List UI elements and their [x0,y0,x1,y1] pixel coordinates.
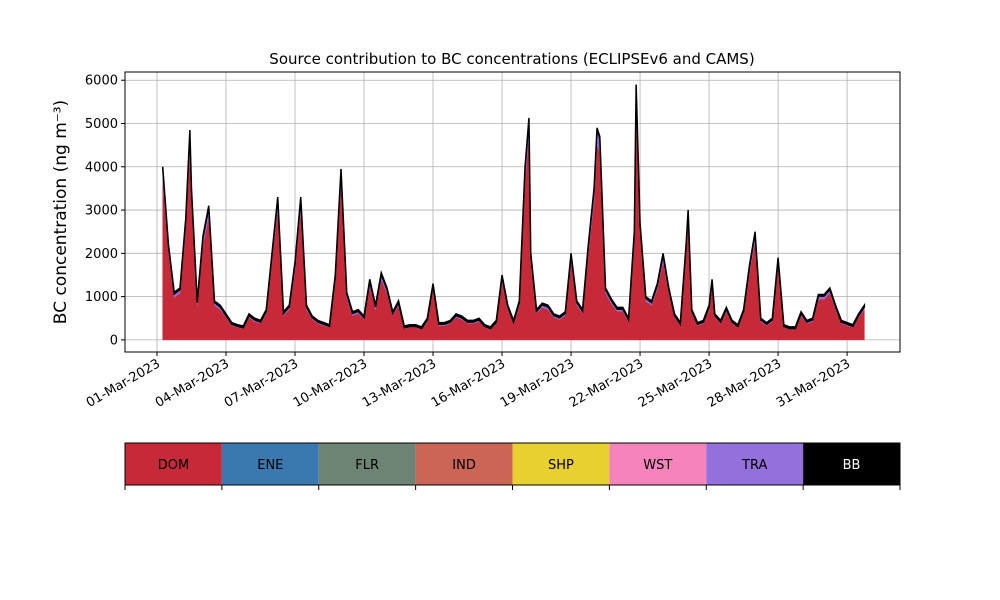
legend-swatch [415,443,513,485]
legend-label: FLR [355,458,379,473]
x-tick-label: 04-Mar-2023 [153,356,232,410]
legend-swatch [803,443,900,485]
y-tick-label: 1000 [85,290,118,305]
legend-label: WST [643,458,672,473]
legend-label: SHP [548,458,574,473]
legend-swatch [706,443,804,485]
legend-label: IND [452,458,476,473]
chart-title: Source contribution to BC concentrations… [269,50,754,68]
legend-swatch [318,443,416,485]
x-tick-label: 31-Mar-2023 [774,356,853,410]
legend-label: DOM [158,458,189,473]
area [161,84,866,330]
legend-label: BB [843,458,861,473]
x-tick-label: 19-Mar-2023 [498,356,577,410]
legend-swatch [221,443,319,485]
x-tick-label: 10-Mar-2023 [291,356,370,410]
y-tick-label: 0 [110,333,118,348]
x-tick-label: 16-Mar-2023 [429,356,508,410]
x-tick-label: 22-Mar-2023 [567,356,646,410]
legend-frame [124,442,901,486]
y-axis-label: BC concentration (ng m⁻³) [51,100,71,324]
y-tick-label: 5000 [85,117,118,132]
legend-swatch [609,443,707,485]
legend-label: TRA [741,458,767,473]
legend-label: ENE [257,458,283,473]
x-tick-label: 28-Mar-2023 [705,356,784,410]
x-tick-label: 13-Mar-2023 [360,356,439,410]
x-tick-label: 07-Mar-2023 [222,356,301,410]
x-tick-label: 01-Mar-2023 [84,356,163,410]
y-tick-label: 3000 [85,204,118,219]
y-tick-label: 6000 [85,74,118,89]
x-tick-label: 25-Mar-2023 [636,356,715,410]
y-tick-label: 2000 [85,247,118,262]
legend-swatch [512,443,610,485]
legend-swatch [125,443,222,485]
plot-frame [124,71,901,353]
y-tick-label: 4000 [85,160,118,175]
